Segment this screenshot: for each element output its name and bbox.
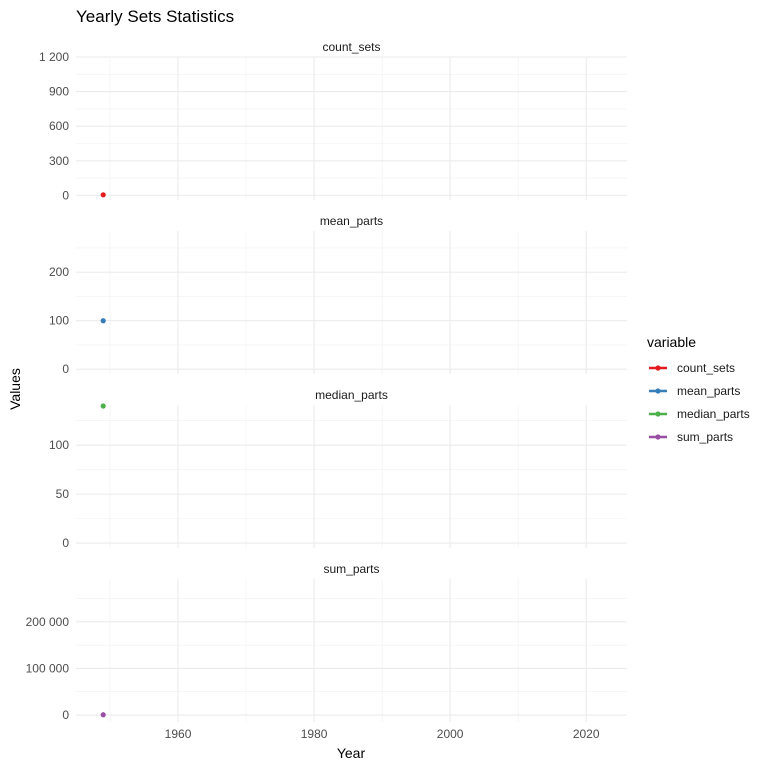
y-tick-label: 100 xyxy=(49,314,69,328)
y-tick-label: 600 xyxy=(49,119,69,133)
facet-panel-median_parts: 0 50 100 median_parts xyxy=(49,388,627,550)
legend-key-point xyxy=(655,434,661,440)
facet-strip-label: median_parts xyxy=(315,388,388,402)
data-point-mean_parts xyxy=(100,318,106,324)
legend-label: count_sets xyxy=(677,361,735,375)
y-tick-label: 900 xyxy=(49,85,69,99)
data-point-median_parts xyxy=(100,403,106,409)
y-tick-label: 200 xyxy=(49,265,69,279)
y-axis-label: Values xyxy=(7,368,23,410)
y-tick-label: 300 xyxy=(49,154,69,168)
facet-panel-sum_parts: 0 100 000 200 000 sum_parts xyxy=(26,562,627,722)
y-tick-label: 200 000 xyxy=(26,615,70,629)
y-tick-label: 100 xyxy=(49,438,69,452)
legend-item-sum_parts: sum_parts xyxy=(649,430,733,444)
y-tick-label: 0 xyxy=(62,536,69,550)
x-axis-ticks: 1960 1980 2000 2020 xyxy=(165,727,600,741)
facet-panels: 0 300 600 900 1 200 count_sets 0 100 200 mean_par… xyxy=(26,40,627,722)
facet-strip-label: sum_parts xyxy=(323,562,379,576)
legend-key-point xyxy=(655,411,661,417)
x-tick-label: 2000 xyxy=(437,727,464,741)
x-axis-label: Year xyxy=(337,745,366,761)
legend-item-mean_parts: mean_parts xyxy=(649,384,740,398)
legend-label: sum_parts xyxy=(677,430,733,444)
legend: variable count_sets mean_parts median_part… xyxy=(647,334,750,444)
legend-key-point xyxy=(655,388,661,394)
x-tick-label: 1960 xyxy=(165,727,192,741)
y-tick-label: 1 200 xyxy=(39,50,69,64)
legend-title: variable xyxy=(647,334,696,350)
facet-panel-count_sets: 0 300 600 900 1 200 count_sets xyxy=(39,40,627,202)
x-tick-label: 2020 xyxy=(573,727,600,741)
x-tick-label: 1980 xyxy=(301,727,328,741)
y-tick-label: 50 xyxy=(56,487,70,501)
facet-strip-label: mean_parts xyxy=(320,214,383,228)
legend-item-median_parts: median_parts xyxy=(649,407,750,421)
facet-panel-mean_parts: 0 100 200 mean_parts xyxy=(49,214,627,376)
chart-title: Yearly Sets Statistics xyxy=(76,7,234,26)
y-tick-label: 0 xyxy=(62,362,69,376)
legend-item-count_sets: count_sets xyxy=(649,361,735,375)
y-tick-label: 0 xyxy=(62,188,69,202)
facet-strip-label: count_sets xyxy=(322,40,380,54)
y-tick-label: 0 xyxy=(62,708,69,722)
legend-key-point xyxy=(655,365,661,371)
y-tick-label: 100 000 xyxy=(26,661,70,675)
data-point-count_sets xyxy=(100,192,106,198)
legend-label: median_parts xyxy=(677,407,750,421)
data-point-sum_parts xyxy=(100,712,106,718)
legend-label: mean_parts xyxy=(677,384,740,398)
